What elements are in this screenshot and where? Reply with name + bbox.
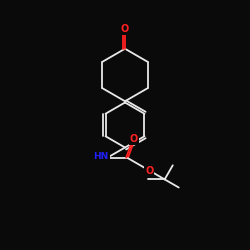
Text: O: O bbox=[145, 166, 154, 176]
Text: O: O bbox=[130, 134, 138, 144]
Text: O: O bbox=[121, 24, 129, 34]
Text: HN: HN bbox=[94, 152, 109, 162]
